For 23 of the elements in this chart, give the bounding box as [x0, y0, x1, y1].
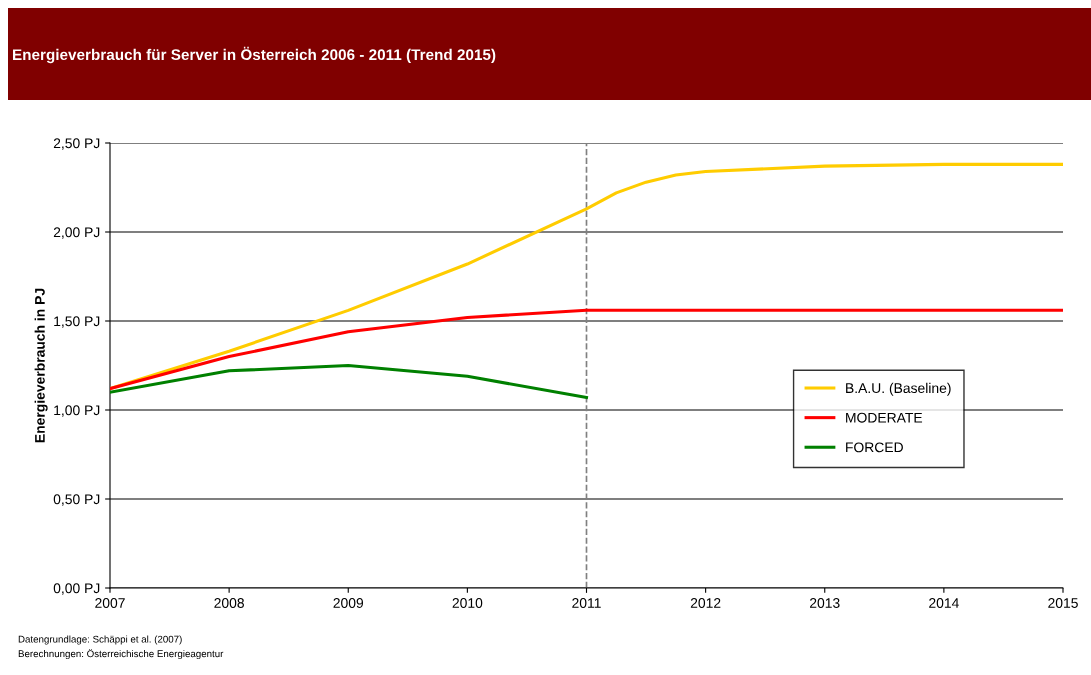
- text: Datengrundlage: Schäppi et al. (2007): [18, 635, 182, 645]
- x-tick-label: 2013: [810, 598, 840, 608]
- y-tick-label: 2,00 PJ: [53, 227, 100, 239]
- x-tick-label: 2010: [452, 598, 483, 608]
- x-tick-label: 2008: [214, 598, 244, 608]
- text: Berechnungen: Österreichische Energieagentur: [18, 648, 224, 660]
- y-tick-label: 1,50 PJ: [54, 316, 100, 328]
- y-tick-label: 0,50 PJ: [53, 494, 100, 506]
- y-tick-label: 0,00 PJ: [53, 583, 100, 595]
- line-series: [110, 363, 589, 400]
- x-tick-label: 2014: [929, 598, 959, 608]
- y-tick-label: 2,50 PJ: [53, 138, 100, 150]
- chart-title: Energieverbrauch für Server in Österreich 2006 - 2011 (Trend 2015): [13, 46, 496, 64]
- legend-label: MODERATE: [846, 412, 923, 423]
- x-tick-label: 2009: [333, 598, 364, 608]
- x-tick-label: 2011: [572, 598, 601, 608]
- x-tick-label: 2012: [690, 598, 721, 608]
- x-tick-label: 2015: [1048, 598, 1078, 608]
- legend-label: FORCED: [846, 442, 903, 453]
- y-axis-title: Energieverbrauch in PJ: [34, 288, 48, 443]
- y-tick-label: 1,00 PJ: [54, 405, 100, 417]
- legend-label: B.A.U. (Baseline): [846, 382, 951, 396]
- x-tick-label: 2007: [95, 598, 125, 608]
